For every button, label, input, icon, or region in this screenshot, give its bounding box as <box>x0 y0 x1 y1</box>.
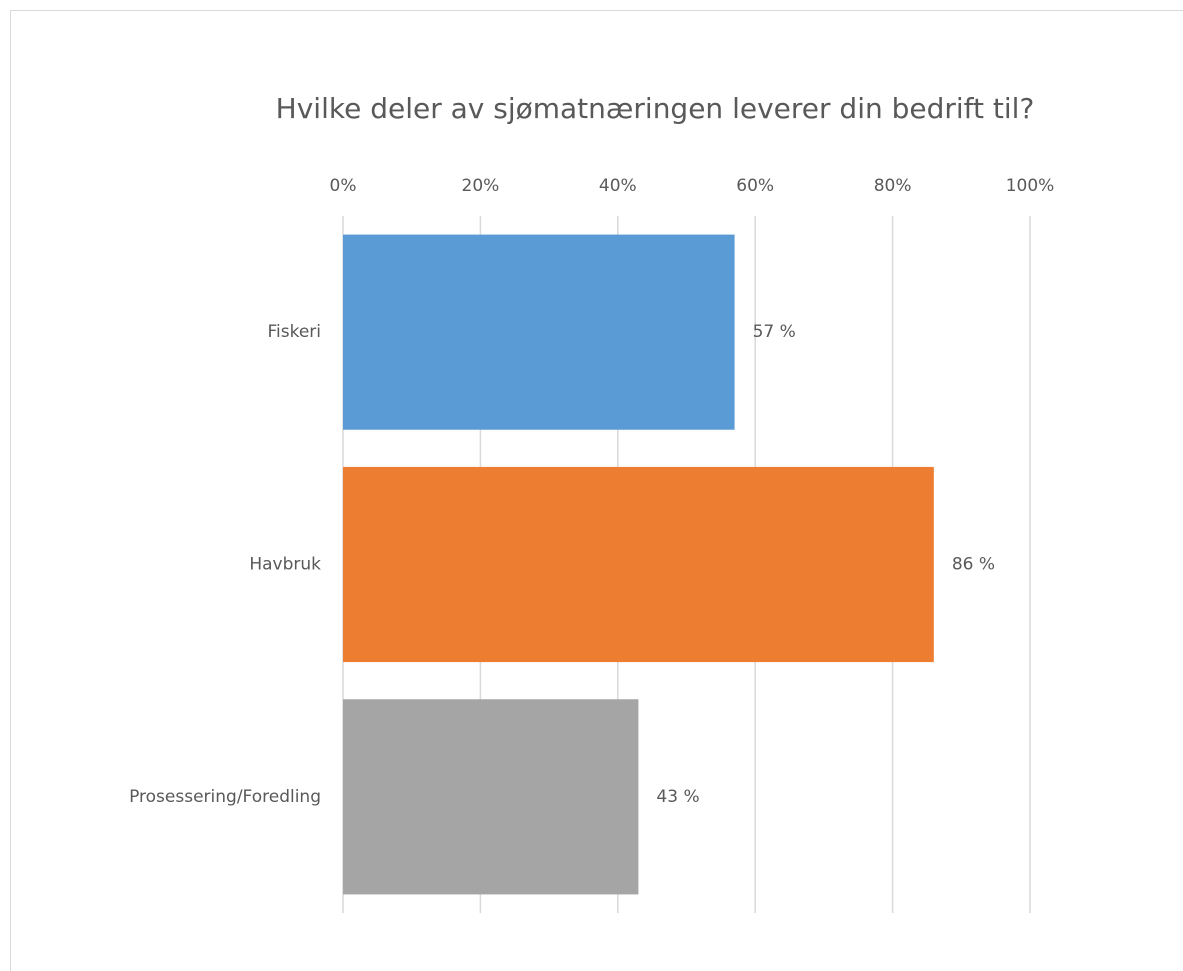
bar <box>343 699 639 895</box>
y-tick-label: Prosessering/Foredling <box>129 787 321 807</box>
y-tick-label: Fiskeri <box>267 322 321 342</box>
x-tick-label: 100% <box>1006 176 1055 196</box>
x-tick-label: 0% <box>330 176 357 196</box>
x-tick-label: 40% <box>599 176 637 196</box>
value-label: 57 % <box>753 322 796 342</box>
bar <box>343 466 934 663</box>
x-tick-label: 60% <box>736 176 774 196</box>
x-tick-label: 20% <box>462 176 500 196</box>
value-label: 43 % <box>656 787 699 807</box>
chart-title: Hvilke deler av sjømatnæringen leverer d… <box>276 92 1035 125</box>
bar <box>343 234 735 430</box>
y-tick-label: Havbruk <box>249 555 321 575</box>
x-tick-label: 80% <box>874 176 912 196</box>
value-label: 86 % <box>952 555 995 575</box>
